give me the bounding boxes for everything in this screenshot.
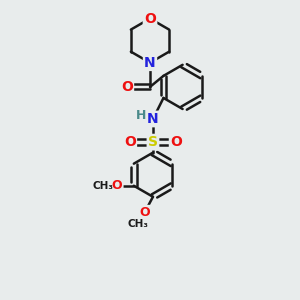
Text: CH₃: CH₃	[128, 219, 149, 229]
Text: O: O	[170, 135, 182, 149]
Text: CH₃: CH₃	[93, 181, 114, 191]
Text: O: O	[112, 179, 122, 192]
Text: H: H	[136, 109, 147, 122]
Text: S: S	[148, 135, 158, 149]
Text: N: N	[144, 56, 156, 70]
Text: O: O	[124, 135, 136, 149]
Text: O: O	[144, 12, 156, 26]
Text: O: O	[121, 80, 133, 94]
Text: O: O	[139, 206, 150, 219]
Text: N: N	[147, 112, 159, 126]
